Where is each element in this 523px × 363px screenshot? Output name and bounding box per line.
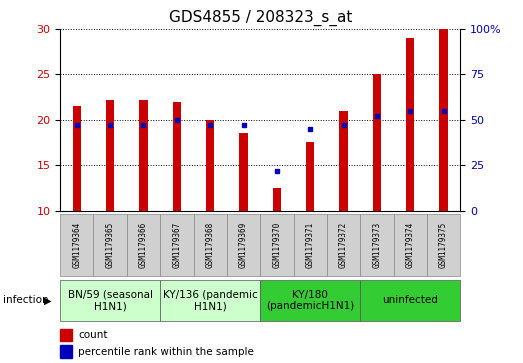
Text: GSM1179369: GSM1179369 <box>239 222 248 268</box>
Bar <box>139 100 147 211</box>
Bar <box>127 214 160 276</box>
Text: GSM1179370: GSM1179370 <box>272 222 281 268</box>
Bar <box>160 280 260 321</box>
Bar <box>94 214 127 276</box>
Bar <box>206 120 214 211</box>
Text: GSM1179371: GSM1179371 <box>306 222 315 268</box>
Text: GSM1179365: GSM1179365 <box>106 222 115 268</box>
Bar <box>160 214 194 276</box>
Bar <box>272 188 281 211</box>
Bar <box>60 280 160 321</box>
Text: percentile rank within the sample: percentile rank within the sample <box>78 347 254 356</box>
Text: infection: infection <box>3 295 48 305</box>
Bar <box>427 214 460 276</box>
Text: GSM1179368: GSM1179368 <box>206 222 214 268</box>
Text: GSM1179374: GSM1179374 <box>406 222 415 268</box>
Bar <box>406 38 414 211</box>
Title: GDS4855 / 208323_s_at: GDS4855 / 208323_s_at <box>168 10 352 26</box>
Bar <box>60 345 72 358</box>
Bar <box>173 102 181 211</box>
Text: GSM1179375: GSM1179375 <box>439 222 448 268</box>
Text: GSM1179373: GSM1179373 <box>372 222 381 268</box>
Text: ▶: ▶ <box>44 295 51 305</box>
Bar <box>373 74 381 211</box>
Text: count: count <box>78 330 108 340</box>
Text: GSM1179364: GSM1179364 <box>72 222 81 268</box>
Bar <box>194 214 227 276</box>
Bar <box>73 106 81 211</box>
Bar <box>60 329 72 341</box>
Text: KY/180
(pandemicH1N1): KY/180 (pandemicH1N1) <box>266 290 354 311</box>
Text: GSM1179366: GSM1179366 <box>139 222 148 268</box>
Bar <box>60 214 94 276</box>
Bar <box>327 214 360 276</box>
Bar <box>306 142 314 211</box>
Bar <box>240 133 248 211</box>
Text: KY/136 (pandemic
H1N1): KY/136 (pandemic H1N1) <box>163 290 257 311</box>
Bar <box>227 214 260 276</box>
Bar <box>360 280 460 321</box>
Bar <box>260 214 293 276</box>
Bar <box>106 100 115 211</box>
Bar <box>439 29 448 211</box>
Bar <box>339 111 348 211</box>
Text: GSM1179372: GSM1179372 <box>339 222 348 268</box>
Text: GSM1179367: GSM1179367 <box>173 222 181 268</box>
Bar <box>360 214 393 276</box>
Bar <box>394 214 427 276</box>
Text: BN/59 (seasonal
H1N1): BN/59 (seasonal H1N1) <box>67 290 153 311</box>
Text: uninfected: uninfected <box>382 295 438 305</box>
Bar <box>293 214 327 276</box>
Bar <box>260 280 360 321</box>
